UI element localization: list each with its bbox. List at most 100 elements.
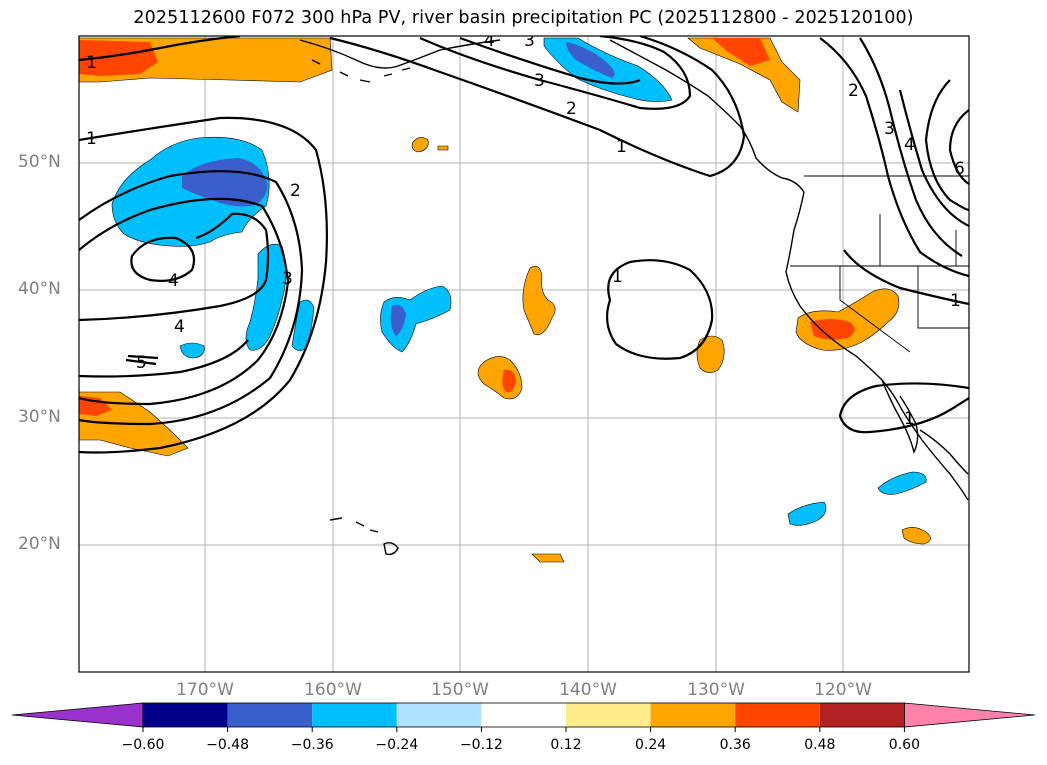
contour-label: 3 [524,31,535,51]
contour-label: 3 [282,269,293,289]
pv-contour-west-4c [130,236,196,282]
precip-area-baja-small [901,527,931,545]
baja-peninsula [881,379,919,455]
colorbar-segment [481,703,566,727]
colorbar-tick-label: −0.48 [206,737,250,753]
contour-label: 1 [86,53,97,73]
colorbar-tick-label: 0.60 [888,737,920,753]
pv-contour-east-3 [859,37,963,257]
pv-contour-east-1 [843,249,969,306]
contour-label: 4 [484,31,495,51]
precip-area-center2-red [502,369,516,393]
colorbar-under-triangle [11,702,144,728]
map-frame [78,35,970,673]
lat-label-50n: 50°N [18,152,61,172]
alaska-islands [311,59,411,83]
precip-area-center1 [522,265,556,335]
lon-label-140w: 140°W [559,680,617,700]
contour-label: 1 [616,137,627,157]
contour-label: 3 [884,119,895,139]
pv-contour-west-4 [79,212,270,322]
colorbar-segment [396,703,482,727]
pv-contour-west-5 [125,354,159,366]
contour-label: 4 [174,317,185,337]
contour-labels: 1 1 2 3 4 4 5 1 2 3 4 3 1 2 3 4 6 1 1 [86,31,965,429]
contour-label: 2 [566,99,577,119]
precip-area-small-blue [179,342,205,359]
contour-label: 1 [950,291,961,311]
precip-area-hawaii-ne [787,501,827,526]
colorbar-tick-label: 0.24 [635,737,667,753]
precip-area-west-darkblue [182,158,268,207]
colorbar-tick-label: 0.48 [804,737,836,753]
west-us-coast [785,191,969,501]
pv-contour-east-4 [898,89,969,227]
pv-contour-east-6 [948,109,969,185]
contour-label: 1 [904,409,915,429]
contour-label: 4 [168,271,179,291]
pv-contour-north-2 [329,36,746,178]
pv-contour-north-1 [79,36,241,62]
colorbar-segment [650,703,736,727]
colorbar-tick-label: 0.12 [550,737,582,753]
precip-area-center3 [696,335,725,373]
colorbar-tick-label: −0.24 [375,737,419,753]
colorbar-segment [819,703,905,727]
hawaii-islands [329,517,399,556]
precip-area-n-orange [687,37,801,113]
precip-area-mid-lightblue [380,285,452,353]
lon-label-160w: 160°W [304,680,362,700]
contour-label: 3 [534,71,545,91]
precip-area-small2 [437,145,449,151]
pv-contour-west-3 [79,197,290,406]
colorbar-segment [735,703,820,727]
colorbar-segment [143,703,228,727]
colorbar-segment [566,703,651,727]
bc-coast [609,39,805,193]
precip-negative-areas [111,37,927,526]
pv-contour-se-1 [838,382,969,434]
alaska-coast [299,39,501,69]
precip-area-n-red [712,38,770,66]
lon-label-120w: 120°W [814,680,872,700]
colorbar-tick-marks [142,727,905,732]
lon-label-170w: 170°W [176,680,234,700]
precip-area-west-strip [245,243,287,351]
lat-label-30n: 30°N [18,407,61,427]
colorbar-segment [312,703,397,727]
pv-contour-east-5 [924,79,969,212]
colorbar-over-triangle [904,702,1036,728]
pv-contour-west-4b [79,339,249,378]
gridlines [79,36,969,672]
map-title: 2025112600 F072 300 hPa PV, river basin … [133,8,914,28]
colorbar-tick-label: −0.60 [121,737,165,753]
colorbar-tick-label: 0.36 [719,737,751,753]
contour-label: 2 [290,181,301,201]
pv-contour-center-1 [605,259,714,360]
colorbar-tick-label: −0.12 [459,737,503,753]
lon-label-130w: 130°W [687,680,745,700]
pv-contours [79,36,969,454]
pv-contour-east-2 [819,37,969,278]
contour-label: 1 [612,267,623,287]
contour-label: 2 [848,81,859,101]
precip-area-south-small [531,553,565,563]
contour-label: 6 [954,159,965,179]
colorbar-frame [142,702,905,728]
lat-label-20n: 20°N [18,534,61,554]
pv-contour-north-3 [419,36,692,110]
gulf-calif [919,429,969,475]
precip-area-baja-blue [877,471,927,495]
precip-area-mid-darkblue [390,305,406,336]
lon-label-150w: 150°W [431,680,489,700]
contour-label: 4 [904,135,915,155]
precip-area-nw-red [79,40,158,76]
precip-area-north-darkblue [566,42,615,78]
pv-contour-west-2 [79,170,304,426]
pv-contour-north-4 [459,36,641,85]
pv-contour-west-outer1 [79,116,328,454]
lat-label-40n: 40°N [18,279,61,299]
contour-label: 1 [86,129,97,149]
colorbar-tick-label: −0.36 [290,737,334,753]
